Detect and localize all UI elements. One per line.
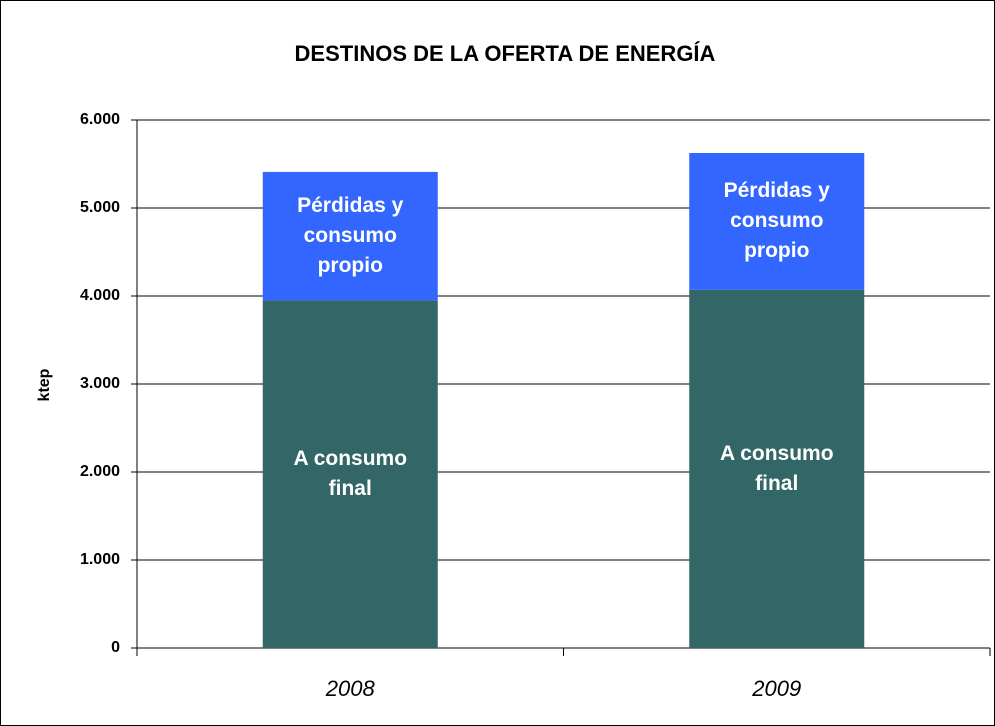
x-tick-label: 2008 — [325, 676, 376, 701]
y-tick-label: 0 — [111, 639, 120, 656]
bar-segment — [262, 171, 438, 301]
bar-segment — [689, 153, 865, 290]
segment-label: Pérdidas y consumo propio — [297, 194, 404, 278]
y-axis-label: ktep — [36, 368, 53, 401]
y-tick-label: 4.000 — [80, 287, 120, 304]
segment-label: A consumo final — [719, 441, 834, 495]
segment-label: A consumo final — [293, 447, 408, 501]
y-tick-label: 2.000 — [80, 463, 120, 480]
x-tick-label: 2009 — [751, 676, 801, 701]
segment-label: Pérdidas y consumo propio — [723, 179, 830, 263]
y-tick-label: 1.000 — [80, 551, 120, 568]
chart-title: DESTINOS DE LA OFERTA DE ENERGÍA — [295, 41, 716, 66]
y-tick-label: 6.000 — [80, 111, 120, 128]
bar-segment — [262, 300, 438, 648]
y-tick-label: 5.000 — [80, 199, 120, 216]
y-tick-label: 3.000 — [80, 375, 120, 392]
bar-segment — [689, 289, 865, 648]
